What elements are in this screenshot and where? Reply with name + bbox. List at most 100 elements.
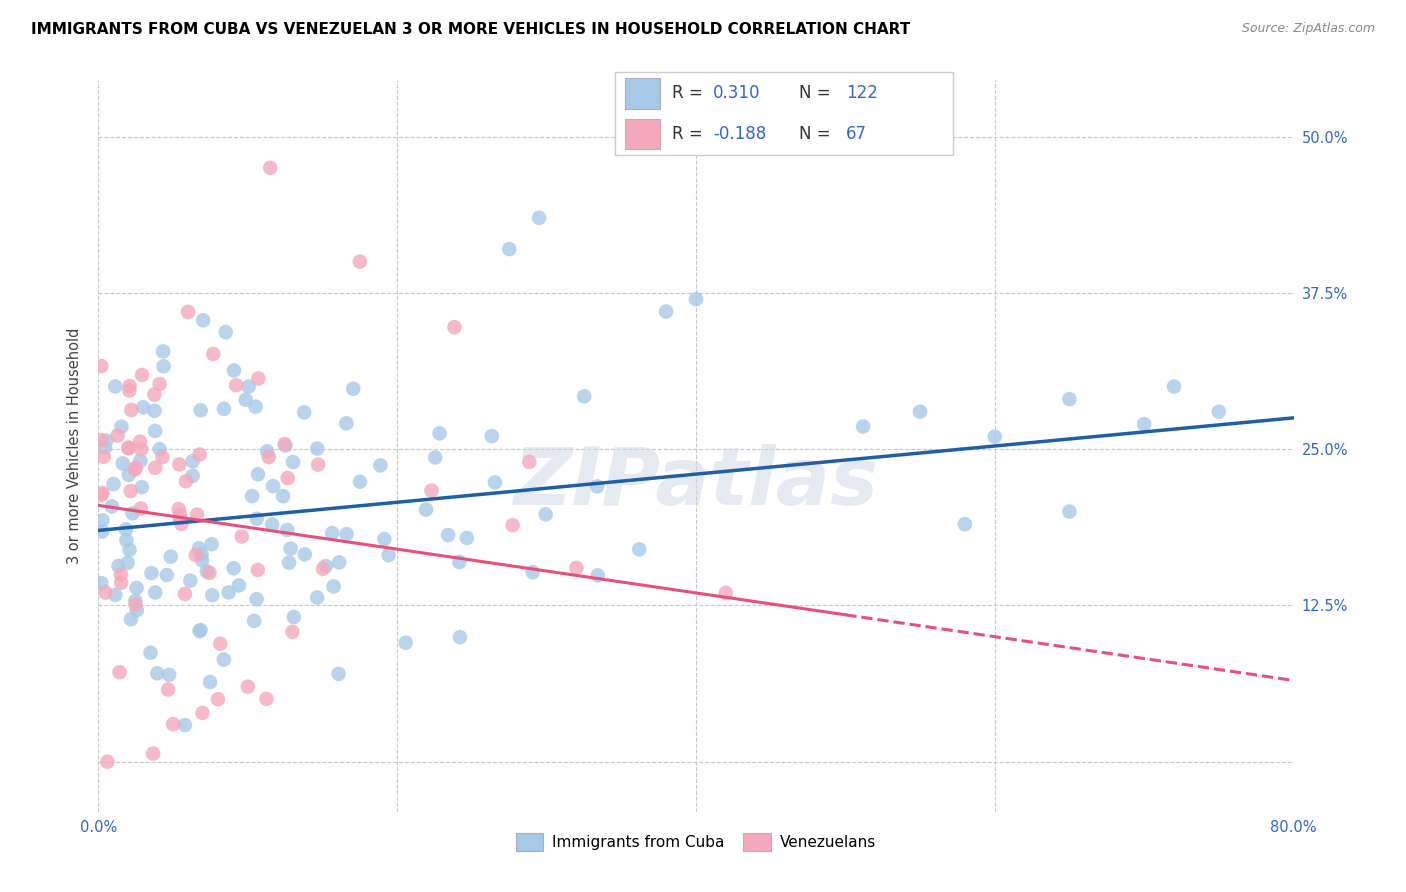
Point	[257, 450, 280, 464]
Point	[117, 442, 139, 456]
Y-axis label: 3 or more Vehicles in Household: 3 or more Vehicles in Household	[67, 328, 83, 564]
Point	[191, 706, 214, 720]
Point	[107, 428, 129, 442]
Point	[415, 502, 437, 516]
Point	[209, 637, 232, 651]
Point	[655, 304, 678, 318]
Point	[188, 624, 211, 638]
Point	[238, 379, 260, 393]
Point	[262, 479, 284, 493]
Point	[628, 542, 651, 557]
Point	[139, 646, 162, 660]
Point	[120, 612, 142, 626]
Point	[125, 603, 148, 617]
Point	[307, 591, 329, 605]
Point	[174, 587, 197, 601]
Point	[94, 441, 117, 455]
Point	[273, 437, 295, 451]
Text: 122: 122	[846, 85, 877, 103]
Point	[222, 363, 245, 377]
Point	[714, 586, 737, 600]
Point	[186, 508, 208, 522]
Point	[198, 675, 221, 690]
Point	[202, 347, 225, 361]
Point	[307, 458, 329, 472]
Point	[243, 614, 266, 628]
Legend: Immigrants from Cuba, Venezuelans: Immigrants from Cuba, Venezuelans	[510, 827, 882, 856]
Point	[437, 528, 460, 542]
Point	[281, 455, 304, 469]
Point	[336, 527, 359, 541]
Point	[321, 526, 343, 541]
Point	[395, 636, 418, 650]
Point	[370, 458, 392, 473]
Point	[157, 682, 180, 697]
Point	[169, 511, 191, 525]
Point	[104, 379, 127, 393]
Point	[191, 313, 214, 327]
Point	[443, 320, 465, 334]
Point	[108, 665, 131, 680]
Point	[1059, 505, 1081, 519]
Point	[228, 578, 250, 592]
Point	[984, 429, 1007, 443]
Text: IMMIGRANTS FROM CUBA VS VENEZUELAN 3 OR MORE VEHICLES IN HOUSEHOLD CORRELATION C: IMMIGRANTS FROM CUBA VS VENEZUELAN 3 OR …	[31, 22, 910, 37]
Point	[129, 442, 152, 457]
Point	[236, 680, 259, 694]
Point	[188, 448, 211, 462]
Point	[565, 561, 588, 575]
Point	[125, 581, 148, 595]
Point	[420, 483, 443, 498]
Point	[107, 559, 129, 574]
Point	[342, 382, 364, 396]
Point	[111, 457, 134, 471]
Point	[212, 652, 235, 666]
Point	[142, 747, 165, 761]
Point	[256, 444, 278, 458]
Point	[1059, 392, 1081, 406]
Point	[170, 516, 193, 531]
Point	[181, 454, 204, 468]
FancyBboxPatch shape	[626, 119, 659, 149]
Point	[215, 325, 238, 339]
Point	[91, 513, 114, 527]
Point	[117, 556, 139, 570]
Text: N =: N =	[800, 85, 831, 103]
Point	[222, 561, 245, 575]
Point	[283, 610, 305, 624]
Point	[96, 434, 118, 448]
Point	[174, 718, 197, 732]
Point	[115, 533, 138, 548]
Text: Source: ZipAtlas.com: Source: ZipAtlas.com	[1241, 22, 1375, 36]
Point	[852, 419, 875, 434]
Point	[131, 368, 153, 382]
Point	[190, 547, 212, 561]
Point	[129, 454, 152, 468]
Point	[162, 717, 184, 731]
Point	[124, 463, 146, 477]
Point	[146, 666, 169, 681]
Point	[129, 501, 152, 516]
Text: 67: 67	[846, 125, 868, 143]
Point	[328, 666, 350, 681]
Point	[191, 553, 214, 567]
Text: N =: N =	[800, 125, 831, 143]
Point	[278, 556, 301, 570]
Point	[117, 441, 139, 455]
Point	[110, 575, 132, 590]
Point	[152, 450, 174, 465]
Point	[152, 344, 174, 359]
Point	[280, 541, 302, 556]
Point	[159, 549, 181, 564]
Point	[349, 254, 371, 268]
Point	[184, 548, 207, 562]
Point	[335, 417, 357, 431]
Point	[312, 562, 335, 576]
Point	[115, 522, 138, 536]
Point	[156, 568, 179, 582]
Point	[90, 433, 112, 447]
Point	[256, 691, 278, 706]
Point	[231, 529, 253, 543]
Point	[534, 508, 557, 522]
Point	[586, 568, 609, 582]
